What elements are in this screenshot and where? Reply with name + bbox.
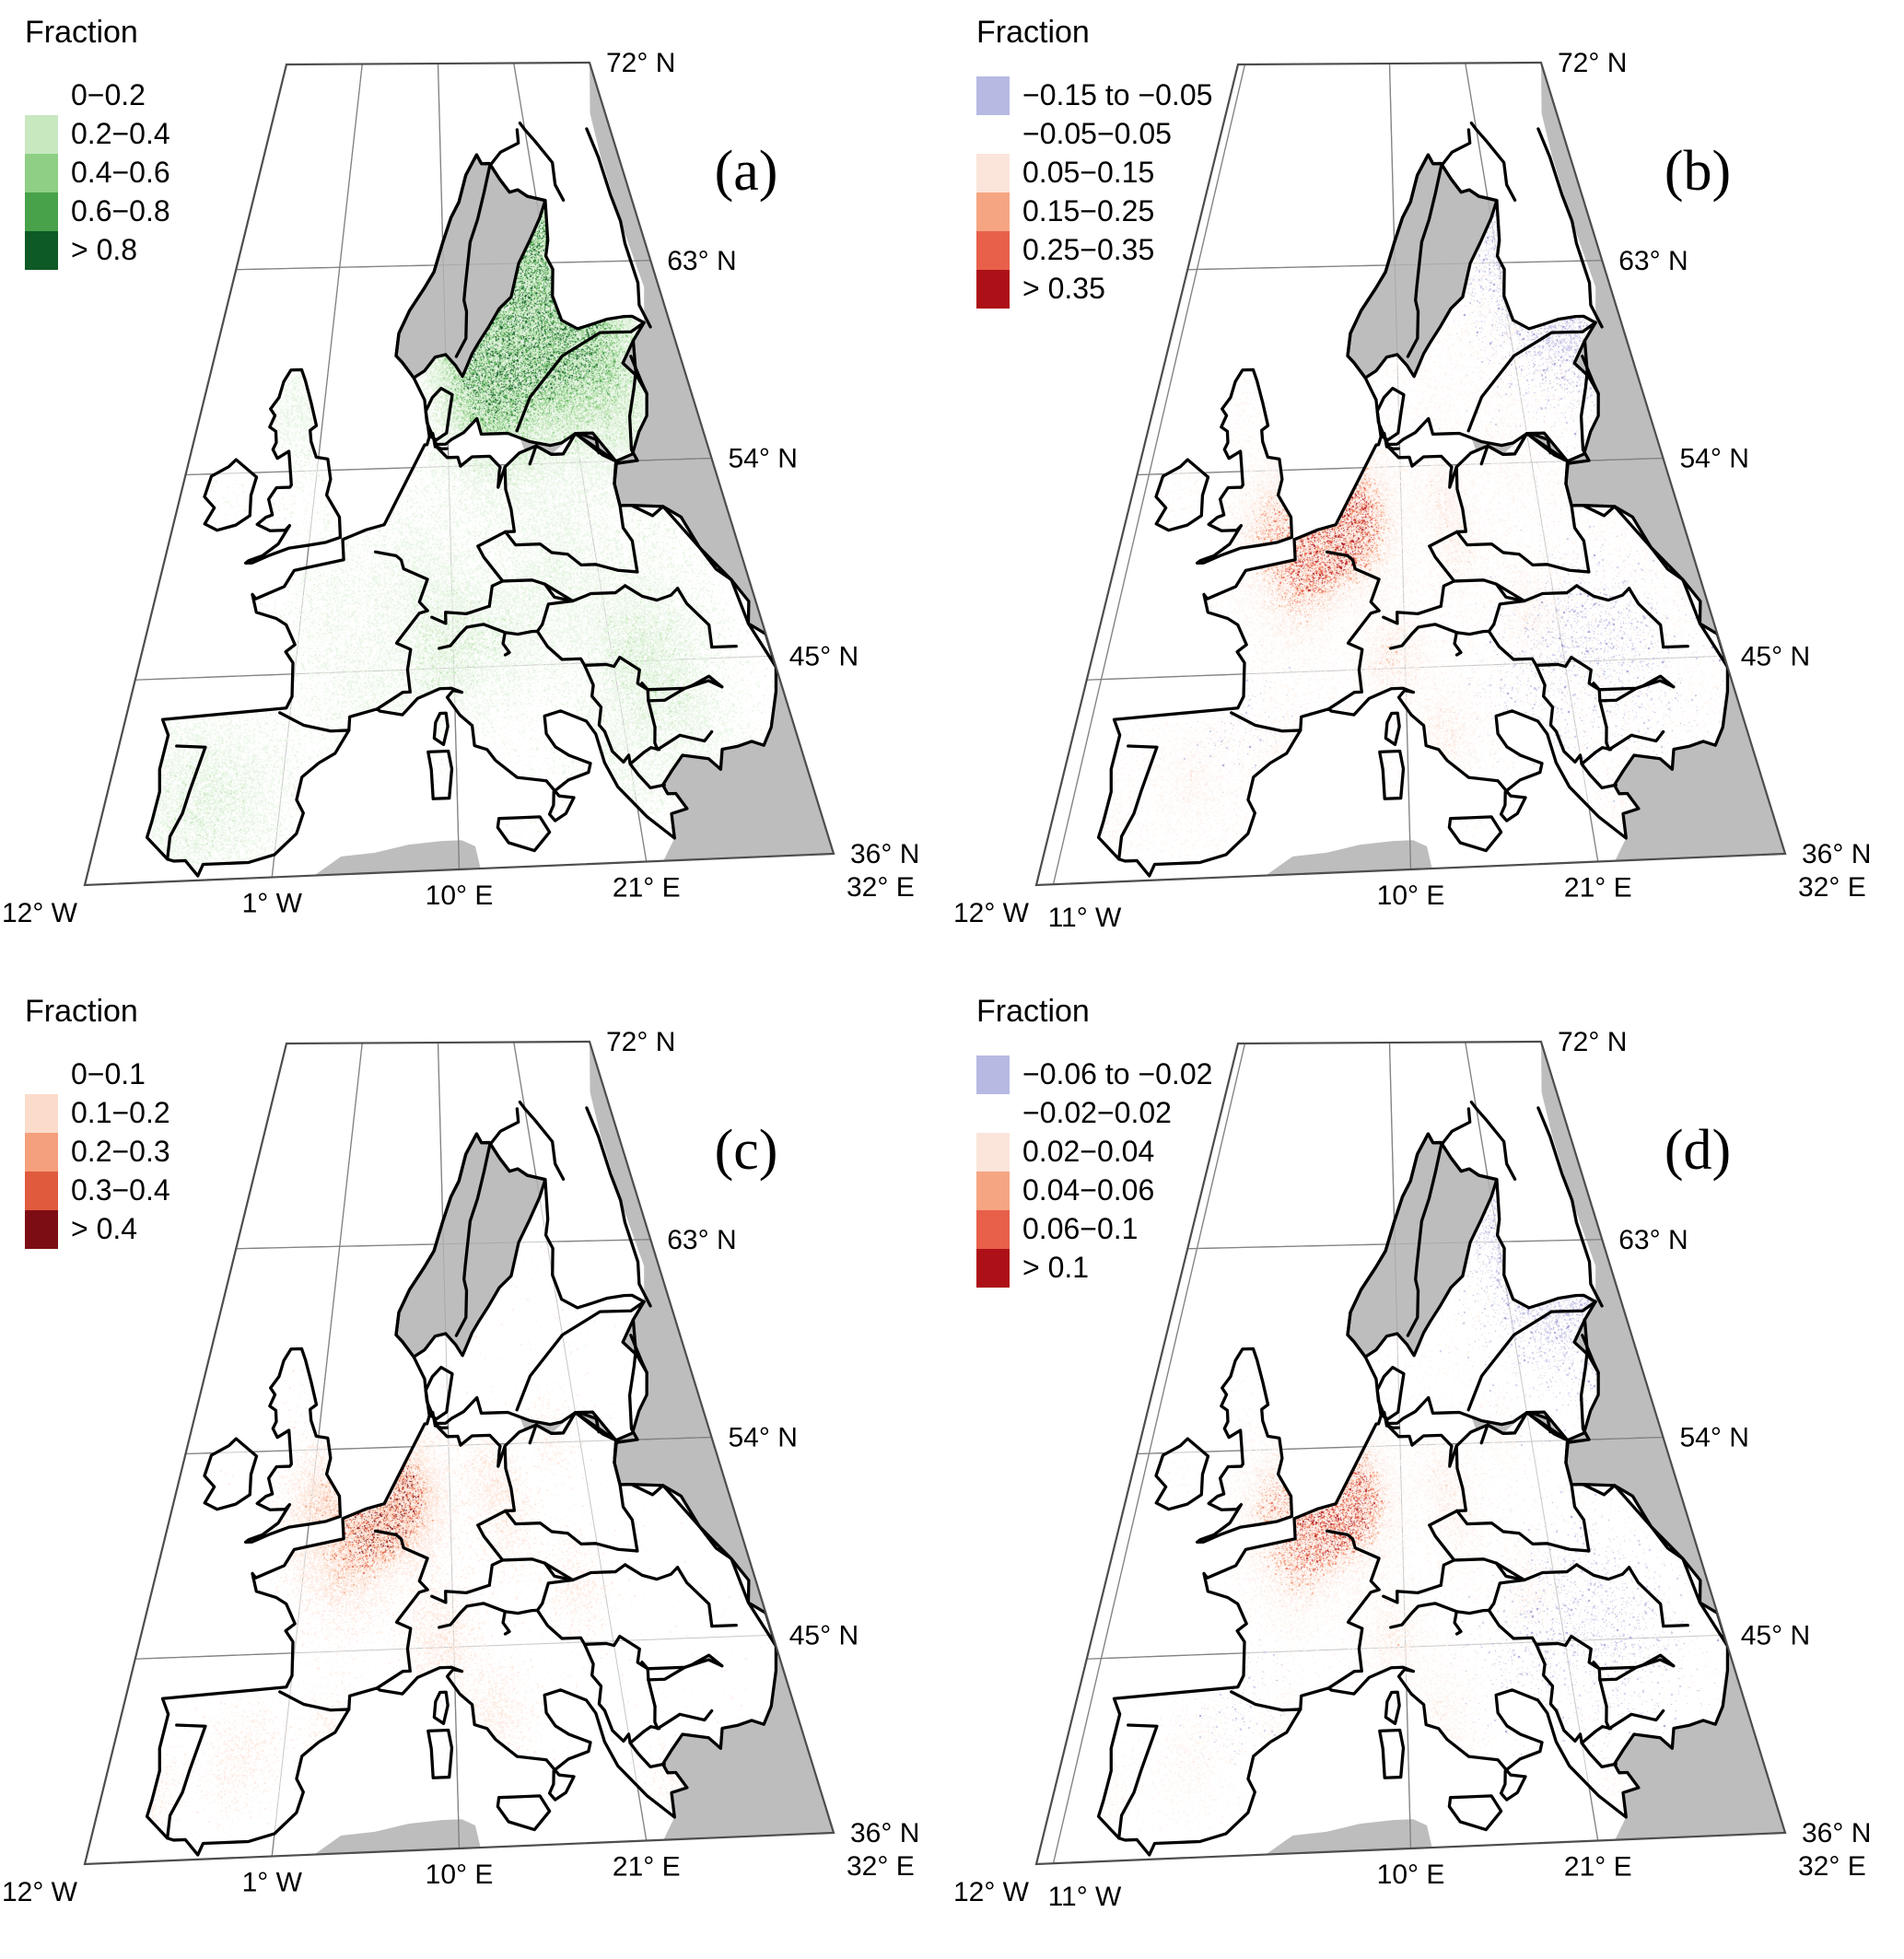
svg-text:10° E: 10° E	[1377, 880, 1445, 911]
svg-text:32° E: 32° E	[847, 1851, 915, 1882]
svg-text:Fraction: Fraction	[976, 994, 1090, 1029]
svg-text:0.02−0.04: 0.02−0.04	[1022, 1135, 1154, 1168]
svg-text:10° E: 10° E	[426, 880, 494, 911]
svg-text:−0.15 to −0.05: −0.15 to −0.05	[1022, 78, 1212, 111]
svg-text:0−0.1: 0−0.1	[71, 1057, 146, 1090]
svg-text:(c): (c)	[715, 1119, 778, 1182]
svg-text:0.1−0.2: 0.1−0.2	[71, 1096, 170, 1129]
svg-text:0−0.2: 0−0.2	[71, 78, 146, 111]
svg-text:1° W: 1° W	[242, 889, 303, 919]
svg-text:0.25−0.35: 0.25−0.35	[1022, 233, 1154, 266]
svg-text:36° N: 36° N	[1802, 839, 1871, 869]
svg-text:63° N: 63° N	[667, 1225, 736, 1255]
svg-text:36° N: 36° N	[1802, 1818, 1871, 1848]
svg-text:72° N: 72° N	[1558, 48, 1627, 78]
svg-text:(b): (b)	[1665, 140, 1731, 203]
svg-text:45° N: 45° N	[789, 641, 859, 671]
svg-text:12° W: 12° W	[2, 898, 78, 928]
svg-text:0.15−0.25: 0.15−0.25	[1022, 194, 1154, 227]
svg-text:(d): (d)	[1665, 1119, 1731, 1182]
svg-text:72° N: 72° N	[1558, 1027, 1627, 1057]
svg-text:0.2−0.4: 0.2−0.4	[71, 117, 170, 150]
svg-text:0.04−0.06: 0.04−0.06	[1022, 1173, 1154, 1207]
svg-text:11° W: 11° W	[1048, 1882, 1122, 1912]
svg-text:72° N: 72° N	[606, 1027, 675, 1057]
svg-text:> 0.8: > 0.8	[71, 233, 137, 266]
svg-text:> 0.4: > 0.4	[71, 1212, 137, 1245]
svg-text:32° E: 32° E	[1798, 872, 1866, 903]
svg-text:54° N: 54° N	[729, 444, 798, 474]
svg-text:Fraction: Fraction	[25, 15, 138, 50]
svg-text:21° E: 21° E	[1564, 873, 1632, 904]
svg-text:12° W: 12° W	[953, 898, 1030, 928]
svg-text:12° W: 12° W	[953, 1877, 1030, 1907]
svg-text:(a): (a)	[715, 140, 778, 203]
svg-text:54° N: 54° N	[1680, 1423, 1749, 1453]
svg-text:0.06−0.1: 0.06−0.1	[1022, 1212, 1138, 1245]
svg-text:0.6−0.8: 0.6−0.8	[71, 194, 170, 227]
svg-text:54° N: 54° N	[729, 1423, 798, 1453]
svg-text:63° N: 63° N	[667, 246, 736, 276]
svg-text:21° E: 21° E	[613, 873, 681, 904]
svg-text:> 0.1: > 0.1	[1022, 1251, 1089, 1284]
svg-text:36° N: 36° N	[850, 1818, 919, 1848]
svg-text:45° N: 45° N	[1741, 641, 1810, 671]
svg-text:Fraction: Fraction	[976, 15, 1090, 50]
svg-text:−0.05−0.05: −0.05−0.05	[1022, 117, 1172, 150]
svg-text:63° N: 63° N	[1618, 1225, 1688, 1255]
svg-text:63° N: 63° N	[1618, 246, 1688, 276]
svg-text:36° N: 36° N	[850, 839, 919, 869]
svg-text:0.4−0.6: 0.4−0.6	[71, 156, 170, 189]
svg-text:0.3−0.4: 0.3−0.4	[71, 1173, 170, 1207]
svg-text:0.2−0.3: 0.2−0.3	[71, 1135, 170, 1168]
svg-text:Fraction: Fraction	[25, 994, 138, 1029]
svg-text:32° E: 32° E	[847, 872, 915, 903]
svg-text:10° E: 10° E	[1377, 1860, 1445, 1890]
svg-text:45° N: 45° N	[1741, 1620, 1810, 1650]
svg-text:−0.06 to −0.02: −0.06 to −0.02	[1022, 1057, 1212, 1090]
svg-text:0.05−0.15: 0.05−0.15	[1022, 156, 1154, 189]
svg-text:45° N: 45° N	[789, 1620, 859, 1650]
svg-text:54° N: 54° N	[1680, 444, 1749, 474]
svg-text:1° W: 1° W	[242, 1868, 303, 1898]
svg-text:32° E: 32° E	[1798, 1851, 1866, 1882]
svg-text:72° N: 72° N	[606, 48, 675, 78]
svg-text:21° E: 21° E	[1564, 1852, 1632, 1883]
svg-text:11° W: 11° W	[1048, 903, 1122, 933]
svg-text:> 0.35: > 0.35	[1022, 272, 1105, 305]
svg-text:10° E: 10° E	[426, 1860, 494, 1890]
svg-text:21° E: 21° E	[613, 1852, 681, 1883]
svg-text:12° W: 12° W	[2, 1877, 78, 1907]
svg-text:−0.02−0.02: −0.02−0.02	[1022, 1096, 1172, 1129]
